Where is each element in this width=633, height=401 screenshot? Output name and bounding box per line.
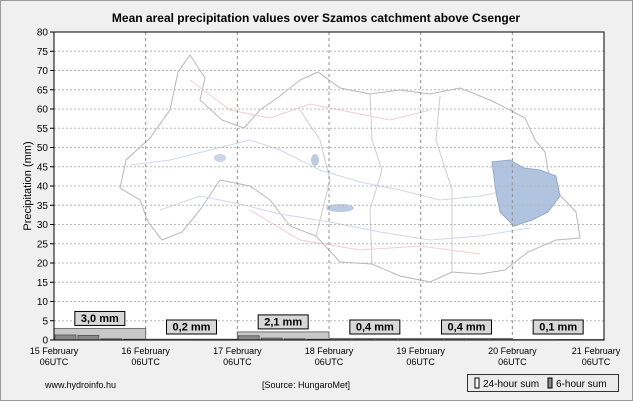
lake-shape xyxy=(311,154,319,166)
y-tick-label: 0 xyxy=(42,336,48,347)
legend-label-24h: 24-hour sum xyxy=(483,379,539,390)
bar-6h xyxy=(77,334,100,341)
value-label: 0,2 mm xyxy=(173,322,211,334)
legend-swatch-24h xyxy=(474,377,480,389)
value-label: 2,1 mm xyxy=(264,316,302,328)
value-label: 0,4 mm xyxy=(448,322,486,334)
chart-title: Mean areal precipitation values over Sza… xyxy=(112,11,520,25)
value-label: 0,1 mm xyxy=(539,322,577,334)
x-tick-label: 06UTC xyxy=(498,357,527,367)
y-tick-label: 40 xyxy=(37,182,49,193)
legend-label-6h: 6-hour sum xyxy=(556,379,607,390)
x-tick-label: 06UTC xyxy=(582,357,611,367)
y-tick-label: 15 xyxy=(37,278,49,289)
x-tick-label: 18 February xyxy=(305,346,354,356)
source-label: [Source: HungaroMet] xyxy=(262,380,350,390)
x-tick-label: 06UTC xyxy=(131,357,160,367)
x-tick-label: 06UTC xyxy=(406,357,435,367)
y-tick-label: 20 xyxy=(37,259,49,270)
y-tick-label: 60 xyxy=(37,105,49,116)
x-tick-label: 16 February xyxy=(121,346,170,356)
value-label-box xyxy=(349,319,401,335)
value-label-box xyxy=(74,310,126,326)
value-label: 0,4 mm xyxy=(356,322,394,334)
value-label-box xyxy=(532,319,584,335)
y-tick-label: 50 xyxy=(37,143,49,154)
x-tick-label: 06UTC xyxy=(40,357,69,367)
x-tick-label: 17 February xyxy=(213,346,262,356)
river-line xyxy=(159,195,531,241)
value-label-box xyxy=(441,319,492,335)
river-line xyxy=(129,139,521,201)
legend: 24-hour sum 6-hour sum xyxy=(467,374,619,392)
x-tick-label: 19 February xyxy=(396,346,445,356)
value-label-box xyxy=(166,319,217,335)
border-line xyxy=(189,79,431,121)
y-tick-label: 80 xyxy=(37,28,49,39)
sub-basin-outline xyxy=(369,93,383,265)
y-tick-label: 35 xyxy=(37,201,49,212)
y-tick-label: 65 xyxy=(37,85,49,96)
legend-swatch-6h xyxy=(547,377,553,389)
lake-shape xyxy=(326,204,354,212)
y-tick-label: 45 xyxy=(37,162,49,173)
y-tick-label: 5 xyxy=(42,316,48,327)
y-tick-label: 30 xyxy=(37,220,49,231)
sub-basin-outline xyxy=(299,109,331,237)
y-tick-label: 55 xyxy=(37,124,49,135)
y-tick-label: 10 xyxy=(37,297,49,308)
x-tick-label: 21 February xyxy=(572,346,621,356)
x-tick-label: 06UTC xyxy=(223,357,252,367)
y-tick-label: 70 xyxy=(37,66,49,77)
x-tick-label: 06UTC xyxy=(315,357,344,367)
lake-shape xyxy=(214,154,226,162)
value-label: 3,0 mm xyxy=(81,313,119,325)
catchment-map xyxy=(119,54,581,283)
y-axis-title: Precipitation (mm) xyxy=(22,141,34,230)
value-label-box xyxy=(257,314,309,330)
y-tick-label: 25 xyxy=(37,239,49,250)
border-line xyxy=(249,209,481,255)
x-tick-label: 15 February xyxy=(30,346,79,356)
bar-6h xyxy=(54,334,77,341)
y-tick-label: 75 xyxy=(37,47,49,58)
sub-basin-outline xyxy=(435,95,453,272)
x-tick-label: 20 February xyxy=(488,346,537,356)
website-label: www.hydroinfo.hu xyxy=(44,380,116,390)
bar-6h xyxy=(237,335,260,341)
highlighted-subcatchment xyxy=(491,159,561,227)
